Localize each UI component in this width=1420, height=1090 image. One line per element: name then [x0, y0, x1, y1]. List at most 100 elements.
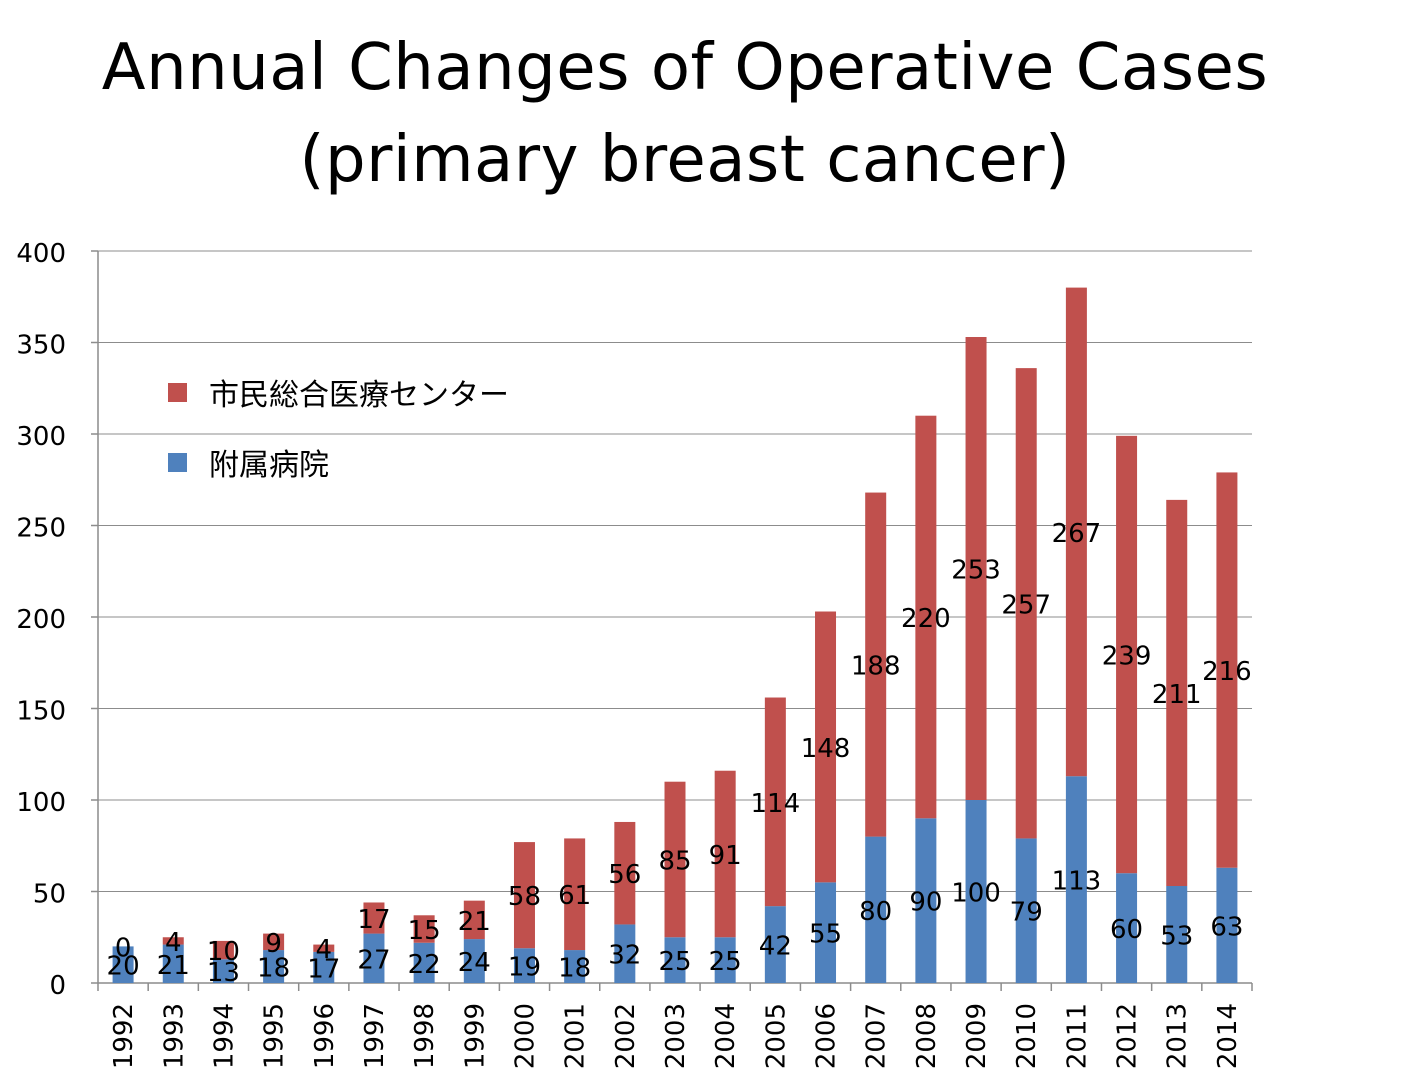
data-label-center: 253: [951, 556, 1001, 586]
data-label-hospital: 32: [608, 941, 641, 971]
data-label-center: 220: [901, 604, 951, 634]
bar-hospital: [714, 937, 736, 983]
data-label-center: 21: [458, 907, 491, 937]
chart-title-line1: Annual Changes of Operative Cases: [101, 31, 1269, 105]
bar-hospital: [915, 818, 937, 983]
data-label-hospital: 20: [107, 952, 140, 982]
data-label-hospital: 21: [157, 951, 190, 981]
y-tick-label: 0: [49, 971, 66, 1001]
bar-hospital: [1015, 838, 1037, 983]
x-tick-label: 1992: [109, 1003, 139, 1069]
bar-hospital: [162, 944, 184, 983]
data-label-hospital: 13: [207, 958, 240, 988]
x-tick-label: 1996: [310, 1003, 340, 1069]
data-label-hospital: 22: [408, 950, 441, 980]
bar-hospital: [965, 800, 987, 983]
bar-center: [413, 915, 435, 943]
data-label-hospital: 19: [508, 953, 541, 983]
bar-hospital: [815, 882, 837, 983]
x-tick-label: 2008: [912, 1003, 942, 1069]
bar-center: [263, 933, 285, 951]
data-label-hospital: 17: [307, 954, 340, 984]
bar-hospital: [764, 906, 786, 983]
bar-hospital: [463, 939, 485, 983]
bar-center: [212, 940, 234, 960]
bar-center: [714, 770, 736, 938]
bar-center: [1166, 499, 1188, 887]
x-tick-label: 2013: [1163, 1003, 1193, 1069]
legend-swatch-center: [168, 382, 187, 402]
chart-title: Annual Changes of Operative Cases (prima…: [0, 22, 1370, 206]
x-tick-label: 1993: [159, 1003, 189, 1069]
bar-hospital: [513, 948, 535, 983]
data-label-center: 58: [508, 882, 541, 912]
legend-label-hospital: 附属病院: [209, 448, 329, 483]
data-label-center: 61: [558, 881, 591, 911]
bar-hospital: [313, 951, 335, 983]
bar-center: [1065, 287, 1087, 777]
data-label-hospital: 25: [709, 947, 742, 977]
data-label-hospital: 53: [1160, 922, 1193, 952]
bar-center: [1216, 472, 1238, 868]
bar-hospital: [112, 946, 134, 983]
bar-center: [965, 337, 987, 800]
bar-hospital: [664, 937, 686, 983]
data-label-center: 56: [608, 860, 641, 890]
x-tick-label: 1995: [260, 1003, 290, 1069]
bar-center: [513, 842, 535, 949]
bar-hospital: [614, 924, 636, 983]
x-tick-label: 1997: [360, 1003, 390, 1069]
data-label-hospital: 60: [1110, 915, 1143, 945]
x-tick-label: 2009: [962, 1003, 992, 1069]
x-tick-label: 1998: [410, 1003, 440, 1069]
data-label-hospital: 100: [951, 879, 1001, 909]
bar-center: [614, 821, 636, 925]
data-label-center: 216: [1202, 657, 1252, 687]
data-label-hospital: 113: [1052, 867, 1102, 897]
bar-center: [1116, 435, 1138, 874]
data-label-center: 91: [709, 841, 742, 871]
bar-center: [1015, 368, 1037, 839]
data-label-hospital: 55: [809, 920, 842, 950]
data-label-center: 188: [851, 652, 901, 682]
data-label-hospital: 63: [1210, 912, 1243, 942]
data-label-center: 10: [207, 937, 240, 967]
data-label-hospital: 80: [859, 897, 892, 927]
bar-hospital: [363, 933, 385, 983]
bar-hospital: [865, 836, 887, 983]
chart-legend: 市民総合医療センター 附属病院: [168, 372, 509, 512]
data-label-center: 4: [165, 928, 182, 958]
bar-center: [463, 900, 485, 940]
bar-center: [313, 944, 335, 952]
x-tick-label: 2011: [1062, 1003, 1092, 1069]
x-tick-label: 2003: [661, 1003, 691, 1069]
x-tick-label: 2000: [510, 1003, 540, 1069]
x-tick-label: 1999: [460, 1003, 490, 1069]
bar-center: [564, 838, 586, 951]
bar-center: [664, 781, 686, 938]
data-label-center: 15: [408, 916, 441, 946]
data-label-hospital: 27: [357, 945, 390, 975]
bar-center: [764, 697, 786, 907]
y-tick-label: 200: [16, 605, 66, 635]
x-tick-label: 2004: [711, 1003, 741, 1069]
bar-hospital: [263, 950, 285, 983]
legend-item-center: 市民総合医療センター: [168, 372, 509, 413]
x-tick-label: 2001: [561, 1003, 591, 1069]
bar-center: [815, 611, 837, 883]
y-tick-label: 50: [33, 880, 66, 910]
bar-hospital: [212, 959, 234, 983]
data-label-center: 4: [316, 935, 333, 965]
bar-center: [162, 937, 184, 945]
bar-center: [915, 415, 937, 819]
data-label-hospital: 42: [759, 932, 792, 962]
bar-center: [865, 492, 887, 837]
y-tick-label: 100: [16, 788, 66, 818]
data-label-hospital: 24: [458, 948, 491, 978]
x-tick-label: 2002: [611, 1003, 641, 1069]
x-tick-label: 2006: [812, 1003, 842, 1069]
x-tick-label: 2010: [1012, 1003, 1042, 1069]
data-label-center: 85: [658, 846, 691, 876]
data-label-hospital: 25: [658, 947, 691, 977]
